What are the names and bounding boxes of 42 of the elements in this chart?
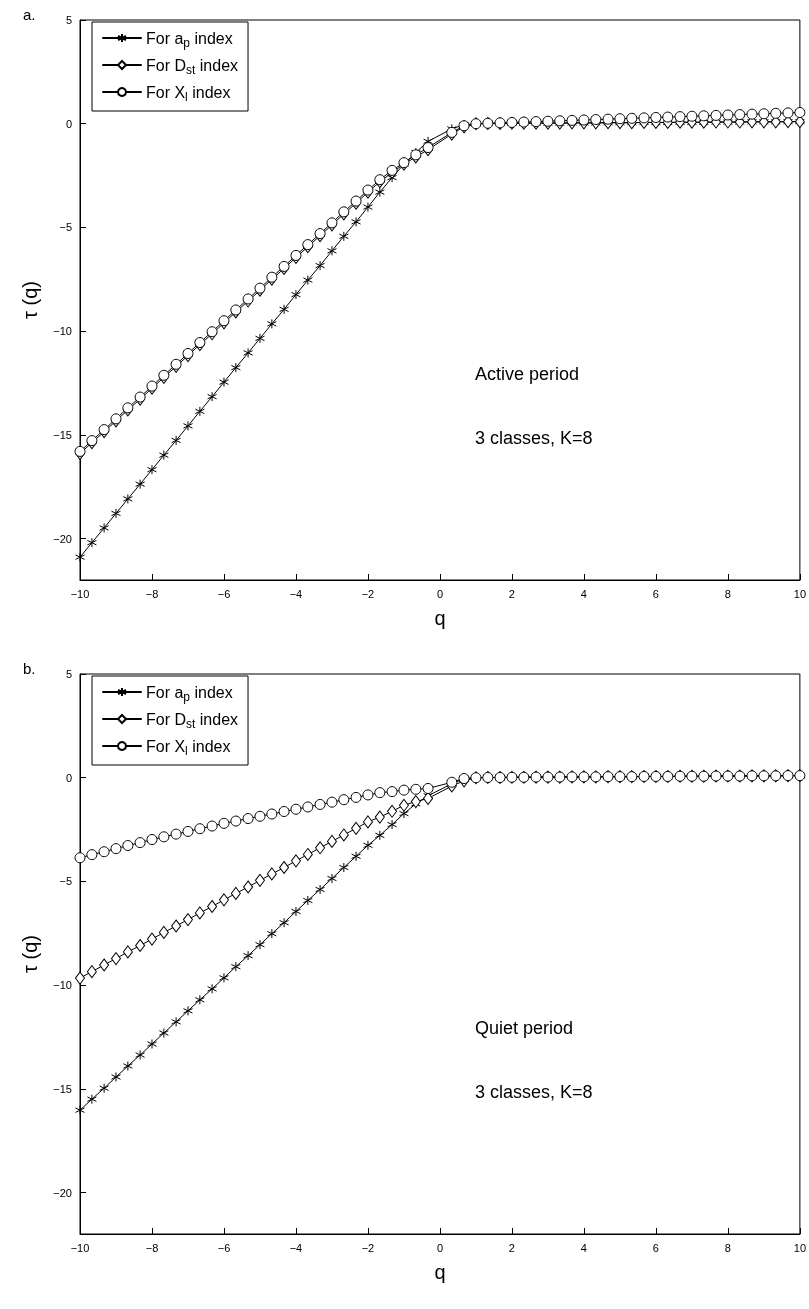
y-tick-label: 0 <box>65 771 72 784</box>
y-tick-label: −5 <box>59 221 72 234</box>
x-tick-label: 4 <box>580 587 587 600</box>
y-tick-label: −20 <box>53 532 72 545</box>
x-axis-title: q <box>434 607 446 629</box>
y-axis-title: τ (q) <box>19 935 41 973</box>
y-axis-title: τ (q) <box>19 281 41 319</box>
x-tick-label: 4 <box>580 1241 587 1254</box>
chart-title: a. <box>23 6 36 23</box>
x-tick-label: 2 <box>508 587 515 600</box>
y-tick-label: 5 <box>65 14 72 26</box>
x-tick-label: −8 <box>145 587 159 600</box>
x-tick-label: 2 <box>508 1241 515 1254</box>
y-tick-label: −5 <box>59 875 72 888</box>
y-tick-label: −15 <box>53 428 72 441</box>
x-tick-label: −4 <box>289 587 303 600</box>
x-tick-label: 0 <box>436 587 443 600</box>
annotation: 3 classes, K=8 <box>475 1082 593 1102</box>
y-tick-label: −20 <box>53 1186 72 1199</box>
x-tick-label: 8 <box>724 587 731 600</box>
x-tick-label: 6 <box>652 587 659 600</box>
y-tick-label: −10 <box>53 979 72 992</box>
x-tick-label: −2 <box>361 1241 375 1254</box>
x-tick-label: 6 <box>652 1241 659 1254</box>
x-tick-label: −6 <box>217 587 231 600</box>
x-tick-label: 10 <box>793 1241 807 1254</box>
x-tick-label: −4 <box>289 1241 303 1254</box>
annotation: 3 classes, K=8 <box>475 428 593 448</box>
chart-title: b. <box>23 660 36 677</box>
x-tick-label: −2 <box>361 587 375 600</box>
y-tick-label: 5 <box>65 668 72 680</box>
annotation: Quiet period <box>475 1018 574 1038</box>
y-tick-label: −10 <box>53 325 72 338</box>
x-tick-label: 10 <box>793 587 807 600</box>
y-tick-label: −15 <box>53 1082 72 1095</box>
x-axis-title: q <box>434 1261 446 1283</box>
x-tick-label: −6 <box>217 1241 231 1254</box>
x-tick-label: −8 <box>145 1241 159 1254</box>
annotation: Active period <box>475 364 580 384</box>
x-tick-label: 8 <box>724 1241 731 1254</box>
x-tick-label: 0 <box>436 1241 443 1254</box>
y-tick-label: 0 <box>65 117 72 130</box>
